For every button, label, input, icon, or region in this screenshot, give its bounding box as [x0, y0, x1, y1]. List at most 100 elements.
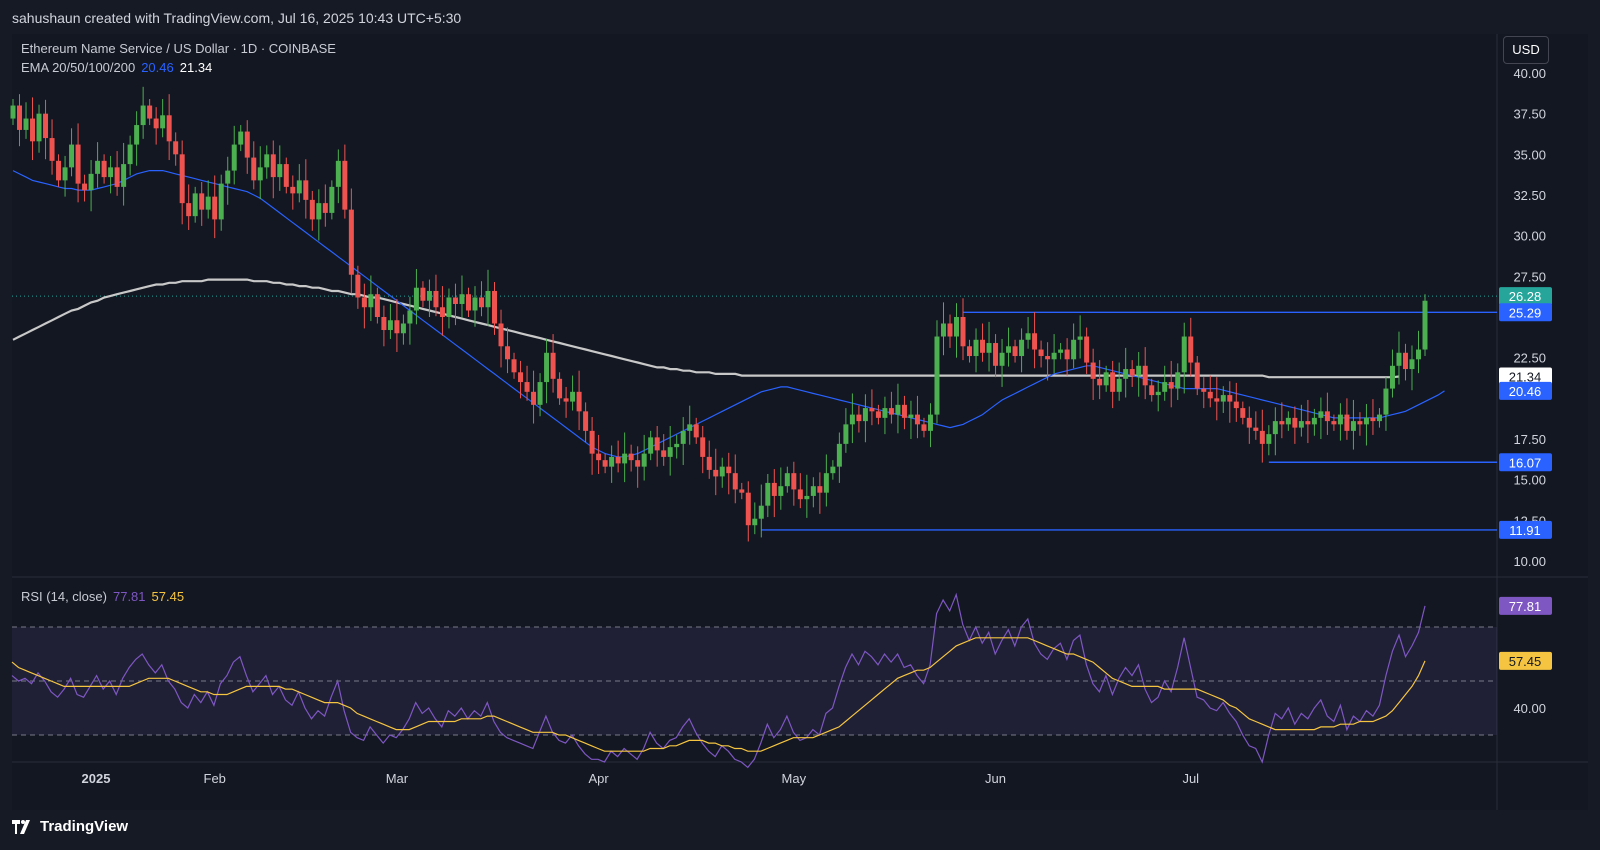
candle-body — [1337, 414, 1343, 425]
candle-body — [1305, 421, 1311, 425]
time-axis[interactable]: 2025 Feb Mar Apr May Jun Jul — [82, 771, 1200, 786]
candle-body — [830, 466, 836, 474]
candle-body — [667, 447, 673, 457]
candle — [1363, 404, 1369, 446]
candle-body — [23, 118, 29, 130]
candle-body — [492, 290, 498, 324]
candle-body — [980, 339, 986, 353]
candle — [1201, 377, 1207, 409]
candle — [10, 99, 16, 126]
candle-body — [635, 460, 641, 467]
candle-body — [192, 193, 198, 217]
candle-body — [127, 144, 133, 165]
candle-body — [439, 307, 445, 317]
candle — [1311, 408, 1317, 436]
candle — [940, 302, 946, 356]
candle — [700, 425, 706, 474]
rsi-legend: RSI (14, close) 77.81 57.45 — [21, 589, 184, 604]
candle-body — [355, 274, 361, 298]
candle — [713, 448, 719, 496]
candle — [511, 352, 517, 379]
candle-body — [1272, 421, 1278, 435]
candle — [420, 281, 426, 308]
time-label: Mar — [386, 771, 409, 786]
price-axis[interactable]: 40.00 37.50 35.00 32.50 30.00 27.50 22.50 17.50… — [1513, 66, 1546, 569]
candle — [134, 111, 140, 166]
candle-body — [1285, 417, 1291, 425]
rsi-pane — [11, 592, 1497, 769]
candle — [75, 123, 81, 203]
candle — [1110, 360, 1116, 409]
rsi-axis[interactable]: 40.00 — [1513, 701, 1546, 716]
candle-body — [205, 196, 211, 210]
currency-button[interactable]: USD — [1503, 36, 1549, 64]
candle-body — [648, 437, 654, 454]
candle-body — [531, 391, 537, 405]
time-label: May — [782, 771, 807, 786]
price-grid — [12, 34, 1588, 810]
candle — [1396, 331, 1402, 385]
candle — [439, 286, 445, 336]
candle-body — [973, 339, 979, 357]
candle — [1077, 315, 1083, 359]
candle-body — [368, 294, 374, 308]
candle — [993, 334, 999, 378]
tradingview-logo-icon — [12, 819, 30, 834]
candle-body — [1084, 336, 1090, 363]
candle — [296, 164, 302, 203]
candle — [1045, 342, 1051, 381]
candle-body — [108, 167, 114, 178]
candle-body — [875, 411, 881, 418]
candle-body — [426, 290, 432, 301]
candle-body — [465, 294, 471, 311]
candle — [1298, 404, 1304, 437]
candle — [999, 338, 1005, 387]
price-tick-label: 30.00 — [1513, 229, 1546, 244]
candle-body — [290, 186, 296, 194]
candle — [264, 145, 270, 179]
candle-body — [797, 489, 803, 500]
candle-body — [342, 160, 348, 210]
candle-body — [309, 199, 315, 220]
tradingview-logo[interactable]: TradingView — [12, 818, 128, 835]
candle — [140, 86, 146, 139]
price-badge-text: 20.46 — [1509, 384, 1542, 399]
candle-body — [147, 105, 153, 119]
candle — [784, 466, 790, 493]
rsi-badge: 57.45 — [1499, 651, 1552, 670]
candle-body — [544, 352, 550, 383]
candle-body — [967, 346, 973, 357]
candle — [303, 159, 309, 219]
candle-body — [1259, 430, 1265, 444]
candle-body — [1012, 346, 1018, 357]
time-label: Apr — [589, 771, 610, 786]
candle — [635, 446, 641, 488]
candle — [583, 402, 589, 443]
candle — [82, 174, 88, 202]
candle — [1175, 363, 1181, 400]
candle — [1246, 406, 1252, 444]
candle-body — [322, 203, 328, 213]
candle — [1168, 360, 1174, 408]
candle — [192, 186, 198, 223]
candle — [908, 400, 914, 439]
candle-body — [1422, 300, 1428, 350]
candle — [732, 454, 738, 504]
candle-body — [10, 105, 16, 119]
price-badge-bg — [1499, 520, 1552, 539]
candle-body — [49, 138, 55, 161]
candle-body — [921, 424, 927, 431]
candle — [1279, 402, 1285, 439]
candle — [1344, 398, 1350, 440]
candle-body — [446, 297, 452, 317]
candle — [1162, 365, 1168, 401]
price-badge-bg — [1499, 367, 1552, 386]
candle — [1051, 334, 1057, 374]
candle-body — [791, 473, 797, 490]
price-badge-text: 16.07 — [1509, 455, 1542, 470]
candle — [648, 430, 654, 461]
candle — [127, 135, 133, 176]
candle — [1324, 392, 1330, 435]
candle-body — [303, 180, 309, 200]
